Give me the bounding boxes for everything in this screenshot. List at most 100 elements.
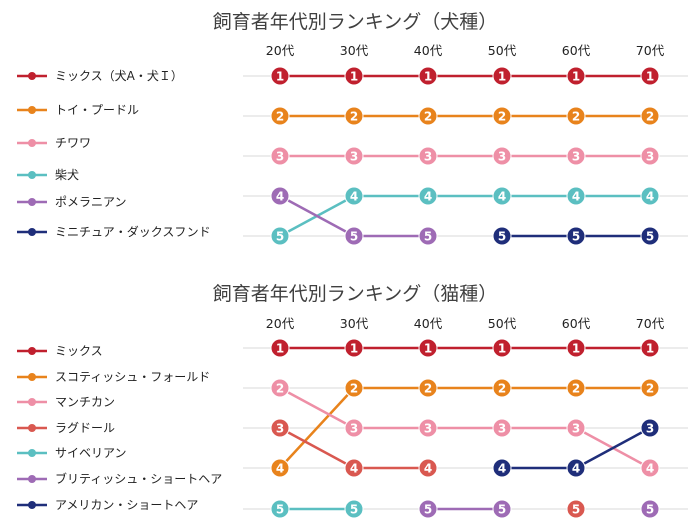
cat-rank-label: 3 [572,422,580,436]
dog-rank-label: 4 [424,190,432,204]
cat-legend-marker [28,449,36,457]
dog-rank-marker [270,146,290,166]
dog-rank-marker [566,66,586,86]
cat-age-header: 60代 [562,316,591,331]
cat-rank-marker [344,499,364,519]
dog-rank-label: 4 [572,190,580,204]
cat-series-segment [278,426,356,470]
dog-legend-label: チワワ [55,136,91,150]
cat-rank-marker [344,378,364,398]
dog-rank-label: 4 [276,190,284,204]
dog-rank-marker [566,226,586,246]
cat-legend-label: マンチカン [55,395,115,409]
dog-legend-label: トイ・プードル [55,103,139,117]
dog-rank-label: 2 [350,110,358,124]
cat-legend-label: ミックス [55,344,103,358]
cat-legend-label: ラグドール [55,421,115,435]
dog-rank-label: 1 [498,70,506,84]
cat-rank-marker [492,418,512,438]
dog-rank-marker [270,186,290,206]
dog-rank-label: 4 [350,190,358,204]
cat-rank-marker [418,458,438,478]
dog-age-header: 20代 [266,43,295,58]
cat-rank-label: 1 [572,342,580,356]
dog-age-header: 40代 [414,43,443,58]
dog-rank-marker [640,106,660,126]
dog-rank-marker [640,66,660,86]
dog-rank-marker [418,226,438,246]
cat-rank-label: 5 [276,503,284,517]
dog-ranking-chart: 飼育者年代別ランキング（犬種） 20代 30代 40代 50代 60代 70代ミックス（犬… [17,11,688,246]
cat-rank-label: 3 [646,422,654,436]
dog-rank-label: 4 [498,190,506,204]
cat-rank-label: 1 [498,342,506,356]
dog-legend-label: ミニチュア・ダックスフンド [55,224,211,239]
dog-rank-label: 3 [424,150,432,164]
dog-age-header: 30代 [340,43,369,58]
cat-rank-label: 2 [646,382,654,396]
cat-rank-marker [418,418,438,438]
dog-rank-marker [344,146,364,166]
dog-rank-label: 5 [424,230,432,244]
dog-age-header: 60代 [562,43,591,58]
dog-rank-label: 5 [350,230,358,244]
cat-rank-marker [640,458,660,478]
dog-rank-marker [566,146,586,166]
cat-legend-marker [28,373,36,381]
cat-age-header: 40代 [414,316,443,331]
cat-legend-label: アメリカン・ショートヘア [55,498,198,512]
dog-rank-marker [492,146,512,166]
cat-rank-label: 3 [276,422,284,436]
cat-age-header: 50代 [488,316,517,331]
cat-rank-label: 1 [276,342,284,356]
dog-rank-label: 1 [424,70,432,84]
dog-rank-label: 1 [572,70,580,84]
dog-rank-label: 5 [646,230,654,244]
cat-rank-label: 5 [572,503,580,517]
dog-rank-marker [418,106,438,126]
cat-rank-label: 1 [646,342,654,356]
dog-rank-label: 1 [276,70,284,84]
dog-rank-label: 3 [276,150,284,164]
cat-rank-marker [344,338,364,358]
cat-series-segment [278,386,356,430]
cat-legend-marker [28,475,36,483]
dog-rank-label: 3 [646,150,654,164]
dog-rank-marker [344,106,364,126]
dog-rank-label: 2 [646,110,654,124]
cat-rank-label: 3 [424,422,432,436]
cat-rank-marker [270,378,290,398]
dog-series-segment [278,194,356,238]
cat-rank-label: 3 [498,422,506,436]
cat-legend-label: ブリティッシュ・ショートヘア [55,471,222,486]
dog-rank-label: 2 [276,110,284,124]
cat-legend-marker [28,424,36,432]
cat-rank-label: 5 [646,503,654,517]
cat-rank-label: 2 [350,382,358,396]
cat-rank-label: 2 [572,382,580,396]
dog-rank-label: 2 [424,110,432,124]
cat-ranking-chart: 飼育者年代別ランキング（猫種） 20代 30代 40代 50代 60代 70代ミックススコ… [17,283,688,519]
dog-rank-label: 3 [350,150,358,164]
cat-rank-marker [418,378,438,398]
dog-rank-marker [640,226,660,246]
dog-rank-marker [492,226,512,246]
cat-rank-marker [492,458,512,478]
cat-age-header: 70代 [636,316,665,331]
dog-rank-label: 5 [572,230,580,244]
cat-age-header: 30代 [340,316,369,331]
dog-rank-marker [640,186,660,206]
cat-rank-marker [418,499,438,519]
dog-rank-marker [492,106,512,126]
dog-rank-marker [270,106,290,126]
dog-legend-marker [28,106,36,114]
dog-rank-label: 2 [572,110,580,124]
cat-legend-marker [28,347,36,355]
cat-age-header: 20代 [266,316,295,331]
dog-rank-marker [418,146,438,166]
dog-rank-marker [492,66,512,86]
dog-legend-marker [28,139,36,147]
dog-legend-label: ミックス（犬A・犬Ｉ） [55,69,183,83]
cat-rank-marker [566,378,586,398]
